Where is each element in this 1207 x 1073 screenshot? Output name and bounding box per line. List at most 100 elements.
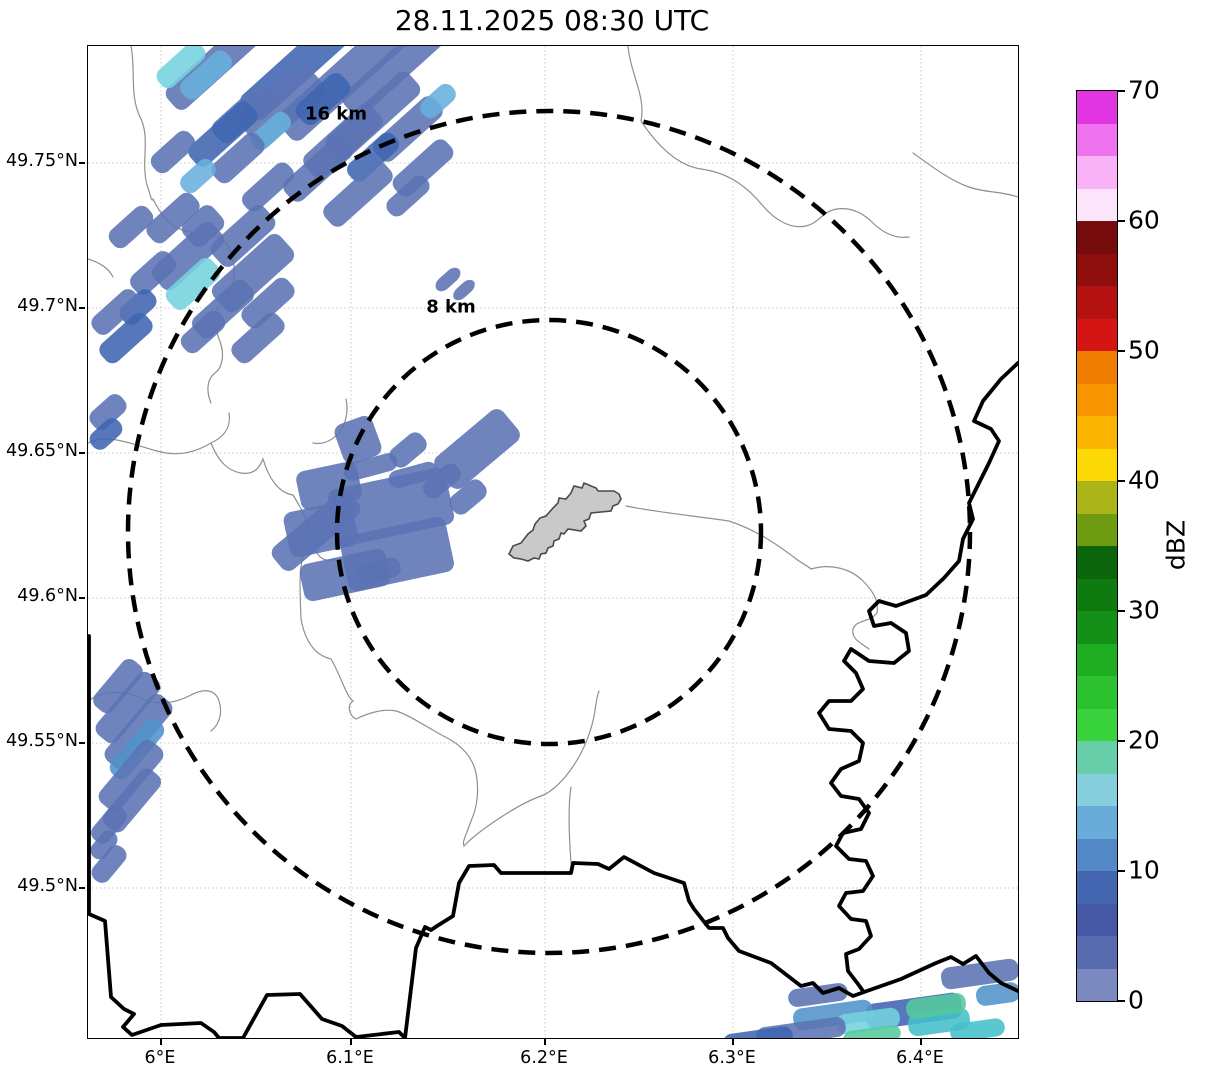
colorbar-segment (1077, 383, 1117, 416)
radar-echo-patch (241, 277, 295, 329)
radar-echo-patch (165, 257, 221, 311)
colorbar-segment (1077, 91, 1117, 124)
radar-echo-patch (756, 1016, 846, 1038)
colorbar-tickmark (1118, 350, 1125, 352)
colorbar-tick-label: 0 (1128, 985, 1144, 1015)
colorbar-tickmark (1118, 220, 1125, 222)
colorbar-axis-label: dBZ (1161, 519, 1191, 571)
colorbar-segment (1077, 221, 1117, 254)
radar-echo-patch (323, 161, 393, 227)
range-ring-label-8km: 8 km (426, 296, 476, 318)
radar-echo-patch (146, 192, 200, 244)
colorbar-segment (1077, 643, 1117, 676)
radar-echo-patch (99, 312, 153, 364)
y-axis-tickmark (79, 162, 85, 164)
radar-echo-patch (93, 658, 143, 714)
colorbar-segment (1077, 481, 1117, 514)
radar-echo-patch (90, 830, 118, 860)
x-axis-tickmark (920, 1039, 922, 1045)
colorbar-tickmark (1118, 870, 1125, 872)
range-ring-16km (125, 108, 973, 956)
radar-echo-patch (89, 394, 127, 430)
radar-echo-patch (188, 101, 258, 167)
y-axis-tick-label: 49.65°N (6, 441, 78, 461)
radar-echo-patch (130, 251, 176, 295)
radar-echo-patch (210, 205, 276, 267)
radar-echo-patch (420, 83, 456, 119)
colorbar-tickmark (1118, 480, 1125, 482)
colorbar-tickmark (1118, 90, 1125, 92)
radar-echo-patch (242, 162, 294, 212)
x-axis-tickmark (732, 1039, 734, 1045)
radar-echo-patch (723, 1026, 793, 1038)
radar-echo-patch (906, 993, 966, 1019)
colorbar-segment (1077, 611, 1117, 644)
colorbar-segment (1077, 513, 1117, 546)
colorbar-segment (1077, 708, 1117, 741)
x-axis-tick-label: 6.4°E (896, 1048, 944, 1068)
colorbar-tickmark (1118, 610, 1125, 612)
radar-echo-patch (119, 289, 157, 325)
range-ring-label-16km: 16 km (304, 103, 368, 125)
admin-boundary-line (88, 258, 114, 278)
radar-echo-patch (180, 50, 232, 100)
colorbar-segment (1077, 676, 1117, 709)
admin-boundary-line (810, 566, 878, 650)
colorbar-segment (1077, 936, 1117, 969)
admin-boundary-line (912, 152, 1018, 198)
x-axis-tick-label: 6.3°E (708, 1048, 756, 1068)
colorbar-segment (1077, 741, 1117, 774)
map-canvas: 16 km 8 km (87, 45, 1019, 1039)
y-axis-tickmark (79, 307, 85, 309)
y-axis-tickmark (79, 887, 85, 889)
x-axis-tickmark (350, 1039, 352, 1045)
radar-echo-patch (180, 310, 226, 354)
admin-boundary-line (627, 46, 910, 238)
radar-echo-patch (435, 267, 461, 292)
admin-boundary-line (130, 46, 154, 201)
colorbar-tick-label: 20 (1128, 725, 1160, 755)
colorbar-segment (1077, 416, 1117, 449)
radar-echo-patch (950, 1018, 1005, 1038)
colorbar (1076, 90, 1118, 1002)
colorbar-segment (1077, 318, 1117, 351)
x-axis-tick-label: 6.1°E (326, 1048, 374, 1068)
radar-echo-patch (295, 72, 351, 126)
radar-echo-patch (386, 175, 430, 217)
colorbar-segment (1077, 578, 1117, 611)
y-axis-tick-label: 49.5°N (17, 876, 78, 896)
range-ring-8km (334, 317, 764, 747)
radar-echo-patch (91, 845, 127, 883)
radar-echo-patch (156, 46, 206, 89)
colorbar-segment (1077, 806, 1117, 839)
colorbar-segment (1077, 286, 1117, 319)
radar-echo-patch (150, 130, 196, 174)
x-axis-tick-label: 6°E (144, 1048, 176, 1068)
colorbar-tick-label: 50 (1128, 335, 1160, 365)
colorbar-segment (1077, 968, 1117, 1001)
colorbar-segment (1077, 903, 1117, 936)
y-axis-tick-label: 49.7°N (17, 296, 78, 316)
radar-echo-patch (453, 279, 475, 301)
radar-echo-patch (91, 289, 140, 335)
colorbar-tickmark (1118, 1000, 1125, 1002)
radar-echo-patch (392, 139, 454, 197)
colorbar-segment (1077, 123, 1117, 156)
colorbar-segment (1077, 546, 1117, 579)
radar-echo-patch (843, 1025, 901, 1038)
colorbar-tick-label: 30 (1128, 595, 1160, 625)
colorbar-tickmark (1118, 740, 1125, 742)
colorbar-segment (1077, 188, 1117, 221)
radar-echo-patch (108, 205, 154, 249)
y-axis-tickmark (79, 452, 85, 454)
radar-echo-patch (423, 463, 461, 499)
admin-boundary-line (299, 545, 600, 848)
airport-area-shape (507, 481, 622, 562)
x-axis-tick-label: 6.2°E (520, 1048, 568, 1068)
radar-echo-patch (449, 479, 487, 515)
radar-echo-patch (356, 557, 401, 585)
colorbar-tick-label: 10 (1128, 855, 1160, 885)
admin-boundary-line (88, 412, 231, 455)
y-axis-tickmark (79, 597, 85, 599)
